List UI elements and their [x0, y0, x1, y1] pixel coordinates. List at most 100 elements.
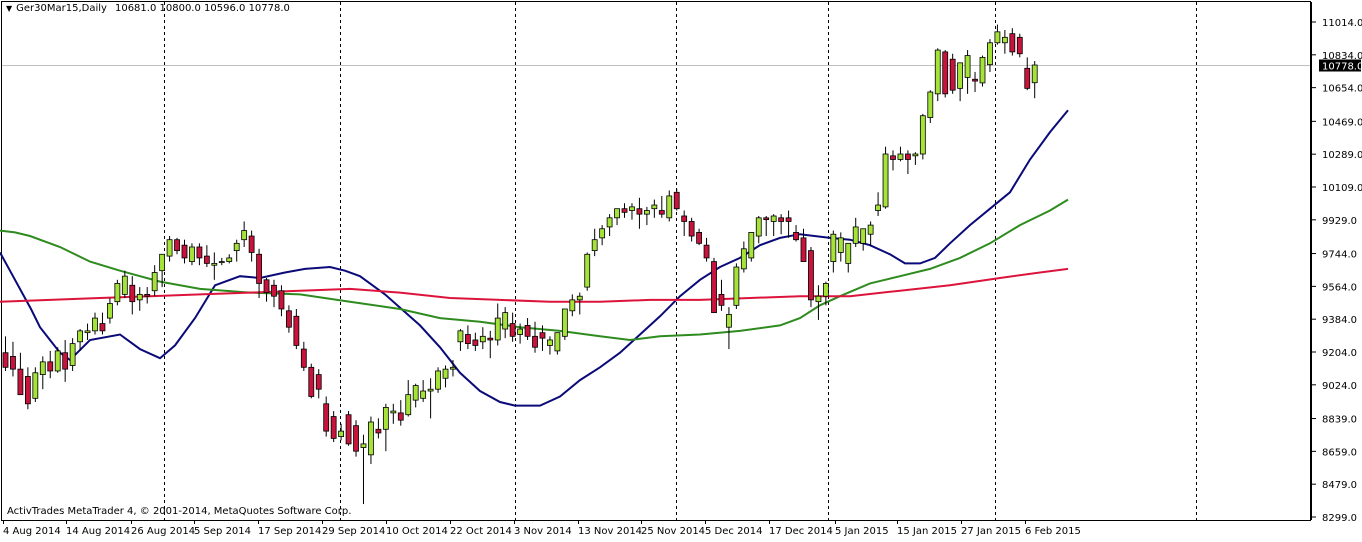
candle: [159, 253, 166, 288]
candle: [390, 403, 397, 424]
candle: [800, 228, 807, 262]
x-tick-label: 10 Oct 2014: [386, 526, 448, 537]
candle: [919, 113, 926, 160]
candle: [643, 206, 650, 226]
x-tick-label: 15 Jan 2015: [897, 526, 957, 537]
candle: [755, 215, 762, 244]
candle: [368, 416, 374, 464]
candle: [353, 420, 359, 457]
x-tick-label: 22 Oct 2014: [450, 526, 512, 537]
y-tick-label: 9384.0: [1322, 315, 1357, 326]
moving-average-line-2: [0, 198, 1069, 342]
current-price-tag: 10778.0: [1319, 59, 1362, 73]
candle: [345, 411, 352, 446]
candle: [62, 339, 69, 382]
candle: [718, 279, 725, 311]
candle: [591, 228, 598, 257]
candle: [897, 146, 904, 162]
candle: [614, 208, 620, 226]
candle: [218, 257, 225, 266]
candle: [569, 294, 576, 317]
candle: [189, 243, 195, 266]
candle: [740, 241, 747, 273]
candle: [912, 152, 919, 165]
candle: [793, 225, 799, 242]
y-tick-label: 9929.0: [1322, 216, 1357, 227]
candle: [539, 325, 546, 351]
candle: [121, 270, 128, 299]
candle: [10, 341, 16, 377]
candle: [837, 232, 844, 262]
candle: [748, 231, 755, 262]
candle: [226, 254, 233, 264]
candle: [1024, 57, 1031, 91]
candle: [860, 228, 867, 251]
candle: [107, 298, 113, 324]
candle: [882, 146, 889, 209]
candle: [450, 360, 456, 377]
candle: [808, 246, 814, 308]
current-price-label: 10778.0: [1322, 62, 1362, 73]
candle: [263, 277, 270, 302]
candle: [442, 365, 449, 388]
candle: [174, 237, 180, 255]
candle: [77, 329, 83, 351]
candle: [472, 332, 479, 351]
y-tick-label: 10469.0: [1322, 117, 1362, 128]
chart-header: ▼ Ger30Mar15,Daily 10681.0 10800.0 10596…: [6, 3, 290, 14]
candle: [464, 325, 471, 350]
candle: [248, 230, 255, 262]
y-tick-label: 10654.0: [1322, 84, 1362, 95]
candle: [987, 39, 993, 72]
candle: [330, 411, 337, 443]
candle: [323, 396, 330, 437]
candle: [487, 330, 494, 359]
candle: [815, 285, 822, 320]
candle: [1031, 61, 1038, 99]
candle: [830, 230, 837, 273]
y-tick-label: 10109.0: [1322, 183, 1362, 194]
x-tick-label: 14 Aug 2014: [66, 526, 130, 537]
candle: [576, 292, 583, 315]
x-tick-label: 3 Nov 2014: [514, 526, 572, 537]
candle: [2, 336, 9, 371]
candle: [196, 243, 203, 266]
candle: [778, 214, 785, 235]
symbol-label: Ger30Mar15,Daily: [16, 3, 107, 14]
x-tick-label: 17 Sep 2014: [258, 526, 321, 537]
candle: [942, 50, 949, 98]
candle: [278, 285, 285, 317]
candle: [651, 199, 658, 218]
candle: [852, 217, 859, 247]
candle: [151, 265, 158, 297]
y-tick-label: 10289.0: [1322, 150, 1362, 161]
candle: [203, 245, 210, 268]
candle: [99, 312, 106, 335]
candle: [233, 239, 240, 262]
candle: [136, 287, 143, 311]
candle: [711, 257, 717, 314]
candle: [561, 308, 568, 340]
candle: [114, 279, 121, 306]
x-tick-label: 26 Aug 2014: [131, 526, 195, 537]
candle: [494, 303, 501, 346]
triangle-down-icon[interactable]: ▼: [6, 4, 13, 13]
candle: [435, 367, 441, 393]
candle: [770, 214, 777, 237]
candle: [308, 363, 315, 399]
candle: [375, 418, 382, 439]
moving-average-line-3: [0, 267, 1069, 303]
candle: [502, 307, 509, 339]
candle: [733, 263, 740, 309]
candle: [964, 50, 971, 94]
candle: [92, 312, 98, 335]
candle: [584, 252, 591, 291]
candle: [927, 90, 934, 124]
y-tick-label: 8299.0: [1322, 513, 1357, 524]
x-tick-label: 17 Dec 2014: [769, 526, 833, 537]
candle: [957, 62, 964, 102]
candle: [39, 356, 46, 390]
candle: [69, 338, 76, 371]
